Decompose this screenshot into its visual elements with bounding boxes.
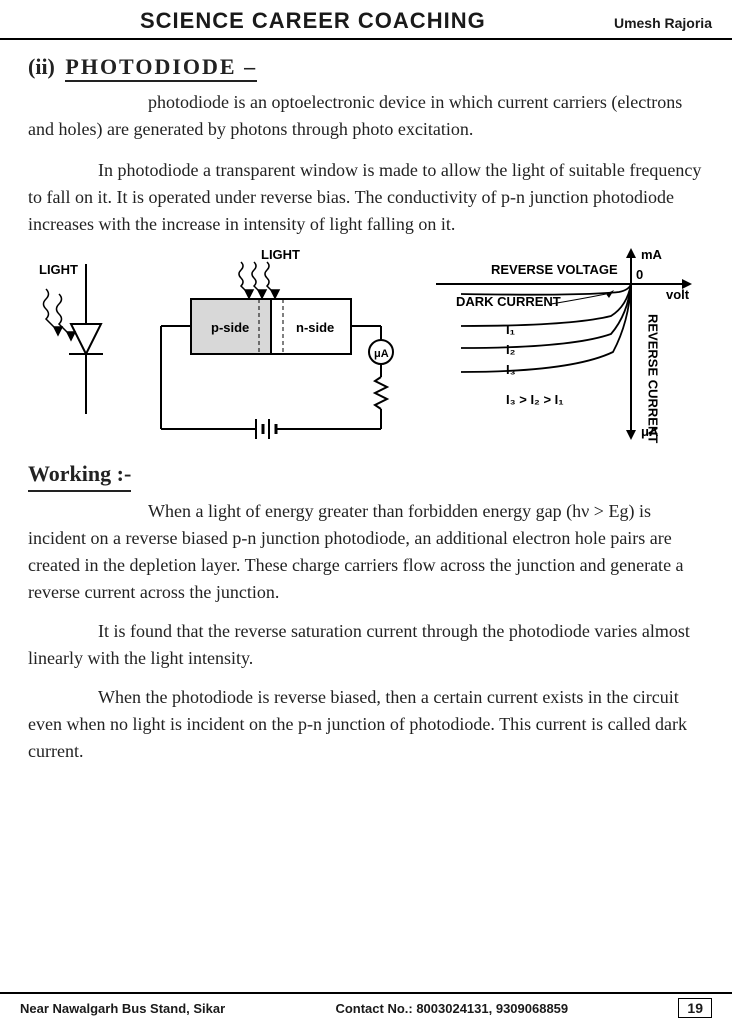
intro-para-1: photodiode is an optoelectronic device i… bbox=[28, 89, 704, 143]
i2-label: I₂ bbox=[506, 342, 516, 357]
working-para-3: When the photodiode is reverse biased, t… bbox=[28, 684, 704, 765]
page-header: SCIENCE CAREER COACHING Umesh Rajoria bbox=[0, 0, 732, 40]
page-number: 19 bbox=[678, 998, 712, 1018]
photodiode-symbol-diagram: LIGHT bbox=[31, 244, 131, 429]
i3-label: I₃ bbox=[506, 362, 516, 377]
working-title: Working :- bbox=[28, 457, 131, 492]
section-heading: (ii) PHOTODIODE – bbox=[28, 50, 704, 83]
intro-para-2: In photodiode a transparent window is ma… bbox=[28, 157, 704, 238]
light-label-1: LIGHT bbox=[39, 262, 78, 277]
volt-label: volt bbox=[666, 287, 690, 302]
working-para-2: It is found that the reverse saturation … bbox=[28, 618, 704, 672]
header-author: Umesh Rajoria bbox=[614, 15, 712, 31]
p-side-label: p-side bbox=[211, 320, 249, 335]
inequality-label: I₃ > I₂ > I₁ bbox=[506, 392, 564, 407]
light-label-2: LIGHT bbox=[261, 247, 300, 262]
diagram-row: LIGHT LIGHT bbox=[28, 244, 704, 449]
dark-current-label: DARK CURRENT bbox=[456, 294, 561, 309]
working-heading: Working :- bbox=[28, 453, 704, 492]
working-para-1: When a light of energy greater than forb… bbox=[28, 498, 704, 606]
origin-label: 0 bbox=[636, 267, 643, 282]
footer-address: Near Nawalgarh Bus Stand, Sikar bbox=[20, 1001, 225, 1016]
page-footer: Near Nawalgarh Bus Stand, Sikar Contact … bbox=[0, 992, 732, 1018]
meter-label: μA bbox=[374, 348, 389, 360]
header-title: SCIENCE CAREER COACHING bbox=[140, 8, 486, 34]
section-title: PHOTODIODE – bbox=[65, 54, 257, 82]
reverse-voltage-label: REVERSE VOLTAGE bbox=[491, 262, 618, 277]
page-content: (ii) PHOTODIODE – photodiode is an optoe… bbox=[0, 40, 732, 765]
iv-characteristics-graph: mA μA volt REVERSE VOLTAGE 0 DARK CURREN… bbox=[431, 244, 701, 449]
reverse-current-label: REVERSE CURRENT bbox=[646, 314, 661, 443]
footer-contact: Contact No.: 8003024131, 9309068859 bbox=[335, 1001, 568, 1016]
photodiode-circuit-diagram: LIGHT p-side n-side bbox=[141, 244, 421, 449]
i1-label: I₁ bbox=[506, 322, 515, 337]
section-number: (ii) bbox=[28, 54, 55, 79]
n-side-label: n-side bbox=[296, 320, 334, 335]
ma-label: mA bbox=[641, 247, 663, 262]
